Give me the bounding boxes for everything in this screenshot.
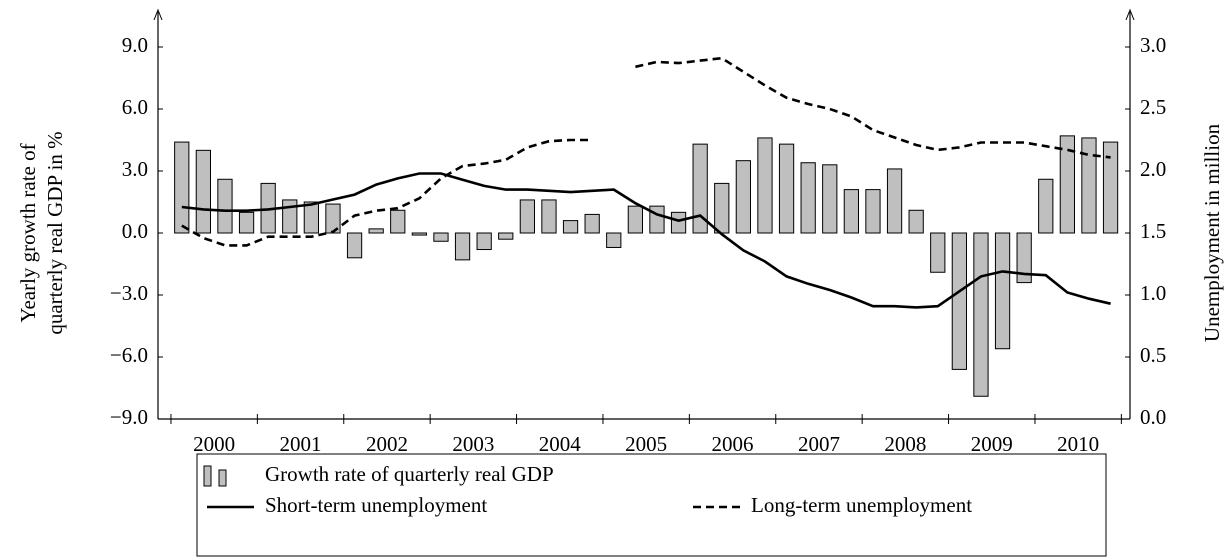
bar xyxy=(346,232,363,259)
bar xyxy=(217,178,233,234)
y-tick-label: 6.0 xyxy=(122,95,148,119)
bar xyxy=(951,232,967,370)
y2-tick-label: 0.0 xyxy=(1140,405,1166,429)
bar xyxy=(973,232,989,397)
x-tick-label: 2002 xyxy=(366,432,408,456)
bar xyxy=(1081,137,1097,234)
y-axis-label: quarterly real GDP in % xyxy=(43,131,67,334)
bar xyxy=(800,162,816,234)
y-axis-arrow xyxy=(153,8,163,21)
x-tick-label: 2010 xyxy=(1057,432,1099,456)
y2-tick-label: 3.0 xyxy=(1140,33,1166,57)
bar xyxy=(562,220,579,234)
bar xyxy=(195,149,211,234)
bar xyxy=(584,213,600,234)
bar xyxy=(908,209,924,234)
bar xyxy=(368,228,384,234)
bar xyxy=(778,143,795,234)
bar xyxy=(627,205,643,234)
bar xyxy=(498,232,514,240)
line xyxy=(181,56,1111,247)
x-tick-label: 2003 xyxy=(452,432,494,456)
y-tick-label: −3.0 xyxy=(110,281,148,305)
bar xyxy=(282,199,298,234)
y2-axis-label: Unemployment in million xyxy=(1200,123,1224,342)
x-tick-label: 2008 xyxy=(884,432,926,456)
legend xyxy=(196,453,1107,557)
y-tick-label: −6.0 xyxy=(110,343,148,367)
bar xyxy=(476,232,492,251)
y-tick-label: −9.0 xyxy=(110,405,148,429)
bar xyxy=(714,182,730,234)
bar xyxy=(930,232,946,273)
bar xyxy=(390,209,406,234)
bar xyxy=(519,199,535,234)
bar xyxy=(843,189,859,234)
bar xyxy=(692,143,708,234)
y-axis-label: Yearly growth rate of xyxy=(16,143,40,322)
bar xyxy=(541,199,557,234)
bar xyxy=(606,232,622,248)
bar xyxy=(757,137,773,234)
bar xyxy=(735,160,751,234)
bar xyxy=(865,189,881,234)
x-tick-label: 2006 xyxy=(712,432,754,456)
y-tick-label: 3.0 xyxy=(122,157,148,181)
y2-tick-label: 2.0 xyxy=(1140,157,1166,181)
y-tick-label: 9.0 xyxy=(122,33,148,57)
legend-label: Long-term unemployment xyxy=(751,493,972,517)
bar xyxy=(303,201,319,234)
bar xyxy=(670,211,687,234)
x-tick-label: 2005 xyxy=(625,432,667,456)
y2-tick-label: 1.0 xyxy=(1140,281,1166,305)
x-tick-label: 2001 xyxy=(280,432,322,456)
bar xyxy=(1038,178,1054,234)
x-tick-label: 2007 xyxy=(798,432,840,456)
y2-axis-arrow xyxy=(1125,8,1135,21)
bar xyxy=(1059,135,1075,234)
legend-label: Growth rate of quarterly real GDP xyxy=(265,462,554,486)
bar xyxy=(649,205,665,234)
bar xyxy=(174,141,190,234)
y2-tick-label: 2.5 xyxy=(1140,95,1166,119)
line xyxy=(181,172,1111,309)
bar xyxy=(238,211,255,234)
y-tick-label: 0.0 xyxy=(122,219,148,243)
x-tick-label: 2000 xyxy=(193,432,235,456)
bar xyxy=(1016,232,1032,284)
x-tick-label: 2004 xyxy=(539,432,582,456)
legend-swatch xyxy=(203,465,212,487)
x-tick-label: 2009 xyxy=(971,432,1013,456)
y2-tick-label: 0.5 xyxy=(1140,343,1166,367)
bar xyxy=(822,164,838,234)
bar xyxy=(1102,141,1119,234)
bar xyxy=(433,232,449,242)
bar xyxy=(454,232,471,261)
legend-swatch xyxy=(218,469,227,487)
legend-label: Short-term unemployment xyxy=(265,493,487,517)
y2-tick-label: 1.5 xyxy=(1140,219,1166,243)
bar xyxy=(994,232,1011,350)
bar xyxy=(411,232,427,236)
bar xyxy=(886,168,903,234)
